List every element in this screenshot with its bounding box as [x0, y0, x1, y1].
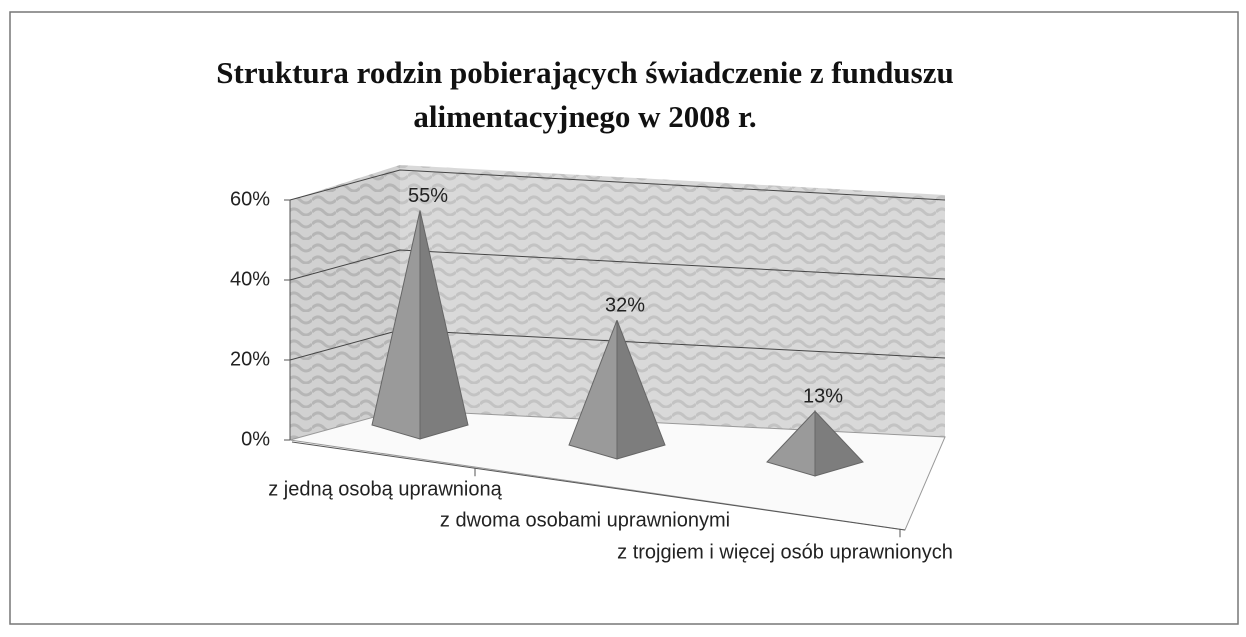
x-axis: [291, 441, 906, 531]
y-tick-label: 0%: [241, 428, 270, 450]
floor: [289, 409, 946, 531]
data-label: 32%: [605, 294, 645, 316]
frame: [9, 11, 1239, 625]
x-tick-label: z dwoma osobami uprawnionymi: [440, 509, 730, 531]
chart-title: Struktura rodzin pobierających świadczen…: [216, 55, 953, 134]
pyramid-right: [814, 410, 864, 477]
pyramid-right: [419, 210, 469, 440]
x-tick-label: z jedną osobą uprawnioną: [268, 478, 502, 500]
grid-line: [289, 249, 946, 281]
y-tick-label: 40%: [230, 268, 270, 290]
side-wall: [290, 165, 400, 440]
back-wall: [400, 165, 945, 437]
grid-line: [289, 169, 946, 201]
x-tick-label: z trojgiem i więcej osób uprawnionych: [617, 541, 953, 563]
y-tick-label: 20%: [230, 348, 270, 370]
pyramid-right: [616, 320, 666, 460]
data-label: 13%: [803, 386, 843, 408]
y-tick-label: 60%: [230, 188, 270, 210]
data-label: 55%: [408, 185, 448, 207]
